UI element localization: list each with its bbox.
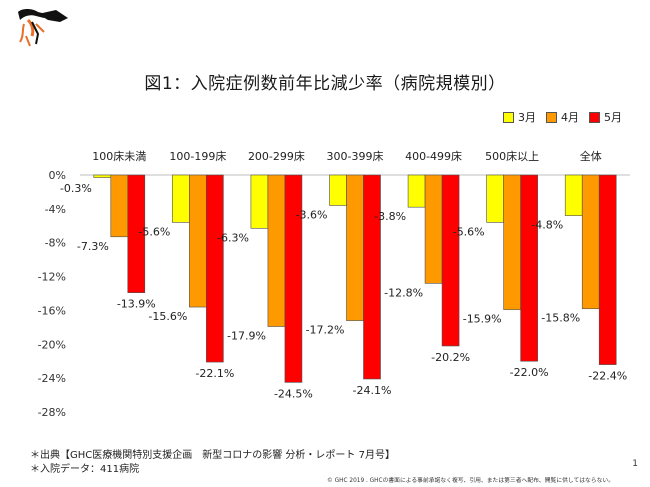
y-tick-label: -8% — [45, 237, 66, 250]
data-label: -20.2% — [431, 351, 470, 364]
bar — [346, 174, 364, 321]
bar — [172, 174, 190, 223]
bar — [189, 174, 207, 308]
bar — [267, 174, 286, 327]
y-tick-label: -16% — [38, 304, 66, 317]
footnotes: ＊出典【GHC医療機関特別支援企画 新型コロナの影響 分析・レポート 7月号】 … — [30, 449, 395, 477]
bar — [581, 174, 600, 310]
data-label: -24.5% — [274, 387, 313, 400]
legend-label-may: 5月 — [604, 111, 622, 124]
data-label: -24.1% — [353, 384, 392, 397]
bar — [407, 174, 426, 208]
bar — [93, 174, 112, 178]
category-label: 100-199床 — [169, 149, 226, 163]
bar — [503, 174, 521, 310]
bar — [564, 174, 583, 216]
y-tick-label: -20% — [38, 338, 66, 351]
source-note: ＊出典【GHC医療機関特別支援企画 新型コロナの影響 分析・レポート 7月号】 — [30, 450, 395, 461]
chart-legend: 3月 4月 5月 — [503, 109, 622, 125]
category-label: 全体 — [580, 149, 602, 163]
data-label: -22.1% — [195, 367, 234, 380]
chart-title: 図1：入院症例数前年比減少率（病院規模別） — [144, 74, 506, 94]
bar — [110, 174, 129, 238]
data-label: -15.8% — [541, 312, 580, 325]
copyright-notice: © GHC 2019 . GHCの書面による事前承諾なく複写、引用、または第三者… — [327, 478, 614, 484]
legend-swatch-march — [503, 111, 514, 123]
data-label: -0.3% — [60, 182, 92, 195]
bar — [127, 174, 146, 293]
data-label: -15.6% — [148, 310, 187, 323]
y-tick-label: -4% — [45, 203, 66, 216]
legend-label-april: 4月 — [561, 111, 579, 124]
y-tick-label: 0% — [49, 169, 66, 182]
bar — [284, 174, 303, 383]
legend-item-april: 4月 — [546, 109, 579, 125]
y-tick-label: -28% — [38, 406, 66, 419]
data-label: -15.9% — [463, 313, 502, 326]
legend-swatch-april — [546, 111, 557, 123]
bar — [424, 174, 443, 284]
data-label: -5.6% — [138, 225, 170, 238]
legend-item-march: 3月 — [503, 109, 536, 125]
data-label: -3.8% — [374, 210, 406, 223]
category-label: 100床未満 — [92, 149, 146, 163]
data-label: -7.3% — [77, 240, 109, 253]
data-label: -22.4% — [588, 370, 627, 383]
data-label: -17.2% — [306, 324, 345, 337]
legend-swatch-may — [589, 111, 600, 123]
data-label: -5.6% — [453, 225, 485, 238]
data-label: -6.3% — [217, 231, 249, 244]
bar — [329, 174, 347, 206]
data-label: -12.8% — [384, 286, 423, 299]
data-label: -4.8% — [531, 219, 563, 232]
category-label: 200-299床 — [248, 149, 305, 163]
data-label: -3.6% — [296, 208, 328, 221]
data-label: -13.9% — [117, 298, 156, 311]
y-tick-label: -12% — [38, 271, 66, 284]
page-number: 1 — [632, 459, 638, 469]
data-note: ＊入院データ：411病院 — [30, 464, 140, 475]
data-label: -17.9% — [227, 330, 266, 343]
data-label: -22.0% — [510, 366, 549, 379]
bar — [520, 174, 538, 362]
legend-label-march: 3月 — [518, 111, 536, 124]
bar — [441, 174, 460, 347]
legend-item-may: 5月 — [589, 109, 622, 125]
bar — [250, 174, 269, 229]
y-tick-label: -24% — [38, 372, 66, 385]
category-label: 400-499床 — [405, 149, 462, 163]
category-label: 300-399床 — [327, 149, 384, 163]
bar — [486, 174, 504, 223]
bar — [598, 174, 617, 365]
company-logo — [18, 9, 68, 47]
bar — [363, 174, 381, 380]
category-label: 500床以上 — [485, 149, 539, 163]
bar — [206, 174, 224, 363]
